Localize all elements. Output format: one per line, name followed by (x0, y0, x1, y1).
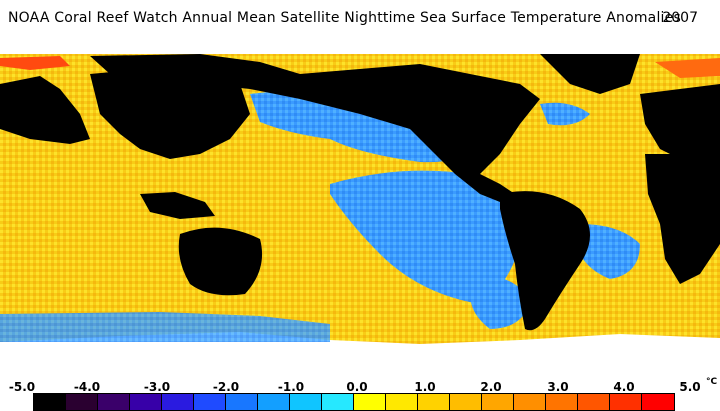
legend-swatch (450, 394, 482, 410)
legend-swatch (642, 394, 674, 410)
legend-swatch (130, 394, 162, 410)
legend-label: -5.0 (8, 380, 36, 394)
arctic-warm-right (655, 58, 720, 78)
legend-swatch (162, 394, 194, 410)
legend-swatch (290, 394, 322, 410)
title-bar: NOAA Coral Reef Watch Annual Mean Satell… (0, 0, 720, 44)
legend-label: -3.0 (143, 380, 171, 394)
north-atlantic-cool (540, 102, 590, 126)
legend-swatch (578, 394, 610, 410)
arctic-warm-left (0, 56, 70, 70)
legend-label: 2.0 (480, 380, 502, 394)
legend-label: 3.0 (547, 380, 569, 394)
map-title: NOAA Coral Reef Watch Annual Mean Satell… (8, 10, 681, 26)
legend-label: 4.0 (613, 380, 635, 394)
arctic-nodata (0, 44, 720, 54)
east-pacific-cool (330, 170, 520, 304)
legend-swatch (546, 394, 578, 410)
greenland (540, 54, 640, 94)
legend: -5.0 -4.0 -3.0 -2.0 -1.0 0.0 1.0 2.0 3.0… (0, 368, 720, 411)
legend-label: 1.0 (414, 380, 436, 394)
australia (178, 227, 263, 296)
asia (90, 64, 250, 159)
south-atlantic-cool (578, 224, 640, 279)
legend-swatch (258, 394, 290, 410)
legend-swatch (98, 394, 130, 410)
legend-swatch (514, 394, 546, 410)
legend-swatch (194, 394, 226, 410)
legend-swatch (482, 394, 514, 410)
eurasia-right (640, 84, 720, 164)
color-scale-bar (33, 393, 675, 411)
legend-label: 5.0 (679, 380, 701, 394)
antarctica-edge (0, 356, 720, 368)
legend-swatch (226, 394, 258, 410)
southern-ocean-cool (0, 312, 330, 342)
africa (645, 154, 720, 284)
legend-label: -4.0 (73, 380, 101, 394)
south-america (500, 191, 590, 331)
legend-swatch (354, 394, 386, 410)
legend-swatch (386, 394, 418, 410)
sst-anomaly-map (0, 44, 720, 368)
indonesia (140, 192, 215, 219)
year-label: 2007 (662, 10, 698, 26)
legend-swatch (322, 394, 354, 410)
legend-label: -2.0 (212, 380, 240, 394)
legend-unit: °C (706, 377, 718, 387)
legend-label: 0.0 (346, 380, 368, 394)
southeast-pacific-cool (470, 274, 530, 329)
legend-swatch (418, 394, 450, 410)
legend-swatch (34, 394, 66, 410)
legend-swatch (610, 394, 642, 410)
legend-swatch (66, 394, 98, 410)
north-america (90, 54, 540, 204)
europe-asia (0, 76, 90, 144)
legend-label: -1.0 (277, 380, 305, 394)
